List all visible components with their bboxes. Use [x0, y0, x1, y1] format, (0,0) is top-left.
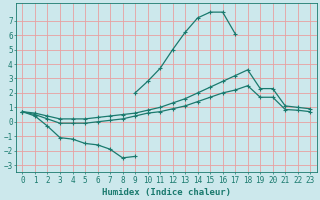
X-axis label: Humidex (Indice chaleur): Humidex (Indice chaleur): [102, 188, 231, 197]
